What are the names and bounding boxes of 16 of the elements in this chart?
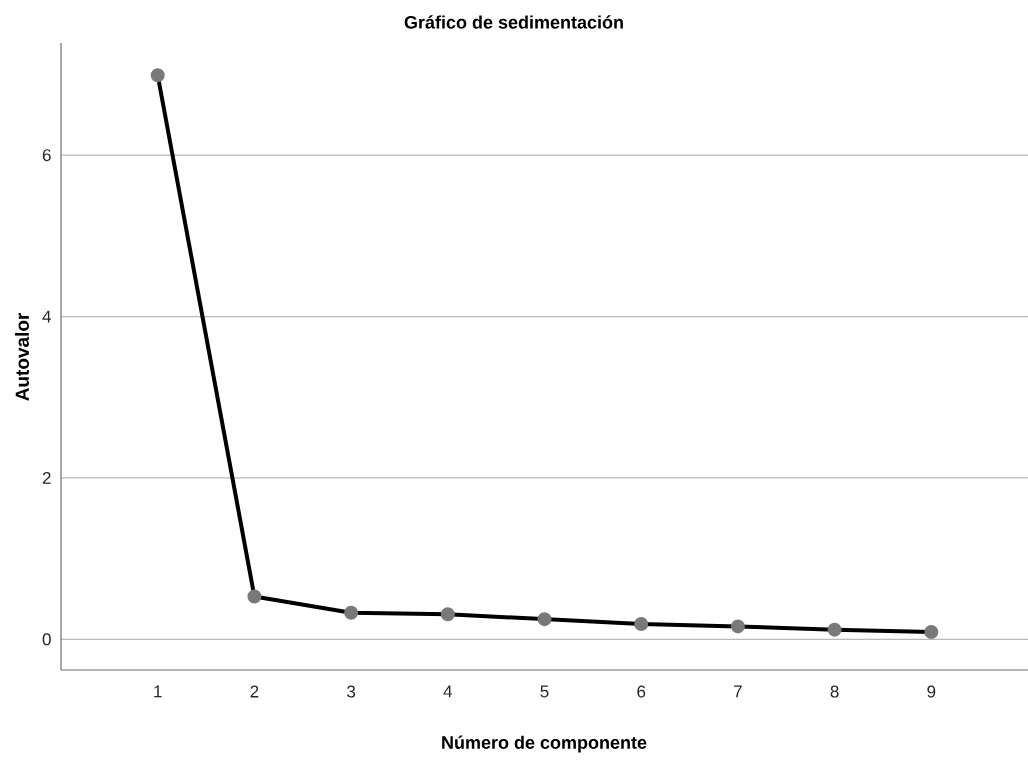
x-tick-label: 1 xyxy=(154,685,162,698)
x-tick-label: 4 xyxy=(443,685,453,698)
y-tick-label: 6 xyxy=(42,149,51,162)
y-axis-title: Autovalor xyxy=(15,312,29,401)
x-tick-label: 9 xyxy=(927,685,936,698)
x-tick-label: 3 xyxy=(347,685,356,698)
x-tick-label: 8 xyxy=(830,685,839,698)
chart-title: Gráfico de sedimentación xyxy=(404,15,623,29)
y-tick-label: 2 xyxy=(42,471,51,484)
x-tick-label: 7 xyxy=(734,685,742,698)
x-axis-title: Número de componente xyxy=(442,735,647,753)
x-tick-label: 2 xyxy=(250,685,259,698)
y-tick-label: 4 xyxy=(42,310,51,323)
x-tick-label: 5 xyxy=(540,685,549,698)
x-tick-label: 6 xyxy=(637,685,646,698)
y-tick-label: 0 xyxy=(42,633,51,646)
